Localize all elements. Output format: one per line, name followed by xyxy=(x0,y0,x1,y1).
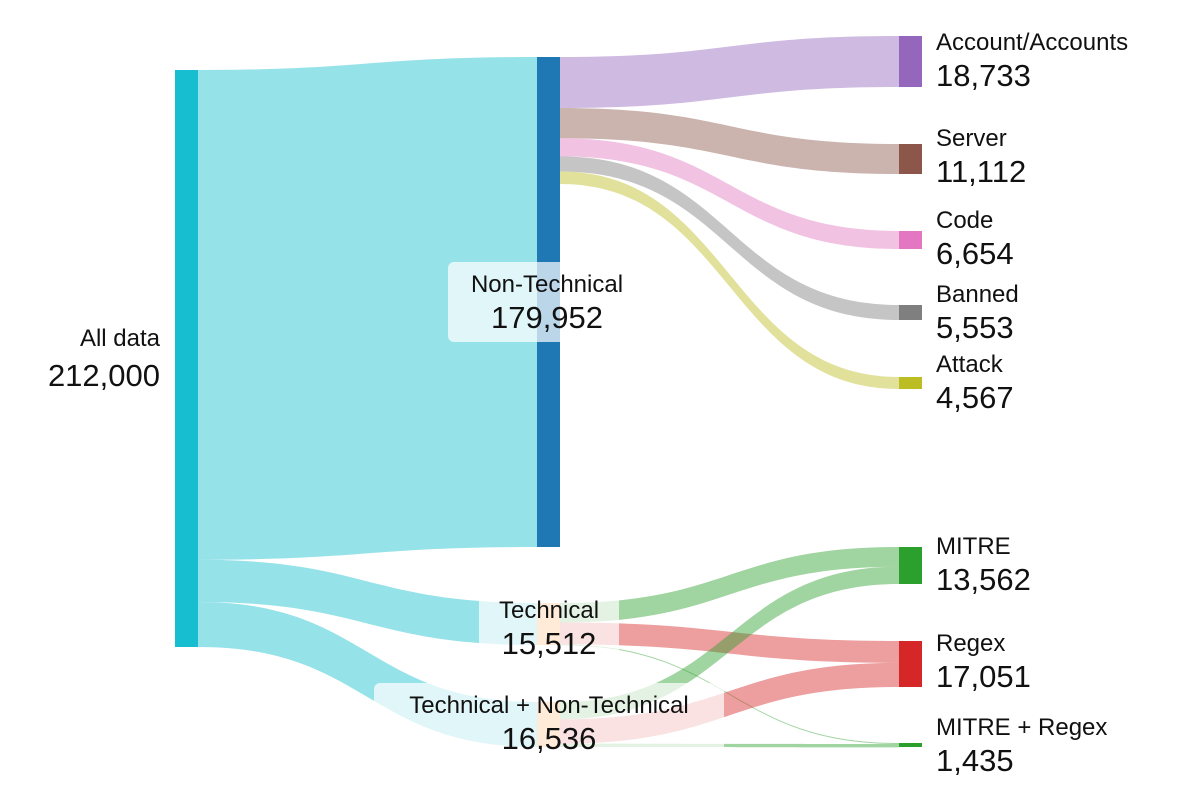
link-all-to-nontech xyxy=(198,57,537,560)
link-nontech-to-banned xyxy=(560,156,899,320)
node-all xyxy=(175,70,198,647)
link-all-to-tech xyxy=(198,559,537,645)
node-server xyxy=(899,144,922,174)
label-name-account: Account/Accounts xyxy=(936,29,1128,56)
label-name-both: Technical + Non-Technical xyxy=(409,692,688,719)
node-banned xyxy=(899,305,922,320)
node-mitre xyxy=(899,547,922,584)
node-account xyxy=(899,36,922,87)
link-nontech-to-code xyxy=(560,138,899,249)
label-value-tech: 15,512 xyxy=(502,626,597,661)
link-nontech-to-server xyxy=(560,108,899,174)
label-bg-both xyxy=(374,683,724,763)
sankey-links xyxy=(198,36,899,748)
label-name-banned: Banned xyxy=(936,281,1019,308)
label-bg-tech xyxy=(479,588,619,660)
label-name-all: All data xyxy=(80,325,161,352)
label-value-regex: 17,051 xyxy=(936,659,1031,694)
label-value-nontech: 179,952 xyxy=(491,300,603,335)
node-mitreregex xyxy=(899,743,922,747)
label-value-attack: 4,567 xyxy=(936,380,1014,415)
label-value-server: 11,112 xyxy=(936,154,1026,189)
label-name-attack: Attack xyxy=(936,351,1004,378)
label-value-banned: 5,553 xyxy=(936,310,1014,345)
link-tech-to-mitreregex xyxy=(560,644,899,744)
label-value-all: 212,000 xyxy=(48,358,160,393)
label-name-regex: Regex xyxy=(936,630,1005,657)
label-name-mitre: MITRE xyxy=(936,533,1011,560)
label-value-account: 18,733 xyxy=(936,58,1031,93)
label-value-mitre: 13,562 xyxy=(936,562,1031,597)
label-name-mitreregex: MITRE + Regex xyxy=(936,714,1107,741)
link-tech-to-regex xyxy=(560,622,899,663)
label-value-both: 16,536 xyxy=(502,721,597,756)
label-name-tech: Technical xyxy=(499,597,599,624)
node-regex xyxy=(899,641,922,687)
label-value-code: 6,654 xyxy=(936,236,1014,271)
link-nontech-to-account xyxy=(560,36,899,109)
label-value-mitreregex: 1,435 xyxy=(936,743,1014,778)
link-tech-to-mitre xyxy=(560,547,899,623)
label-name-server: Server xyxy=(936,125,1007,152)
link-nontech-to-attack xyxy=(560,171,899,389)
link-both-to-mitre xyxy=(560,566,899,720)
label-bg-nontech xyxy=(448,262,646,342)
label-name-code: Code xyxy=(936,207,993,234)
node-code xyxy=(899,231,922,249)
node-attack xyxy=(899,377,922,389)
label-name-nontech: Non-Technical xyxy=(471,271,623,298)
